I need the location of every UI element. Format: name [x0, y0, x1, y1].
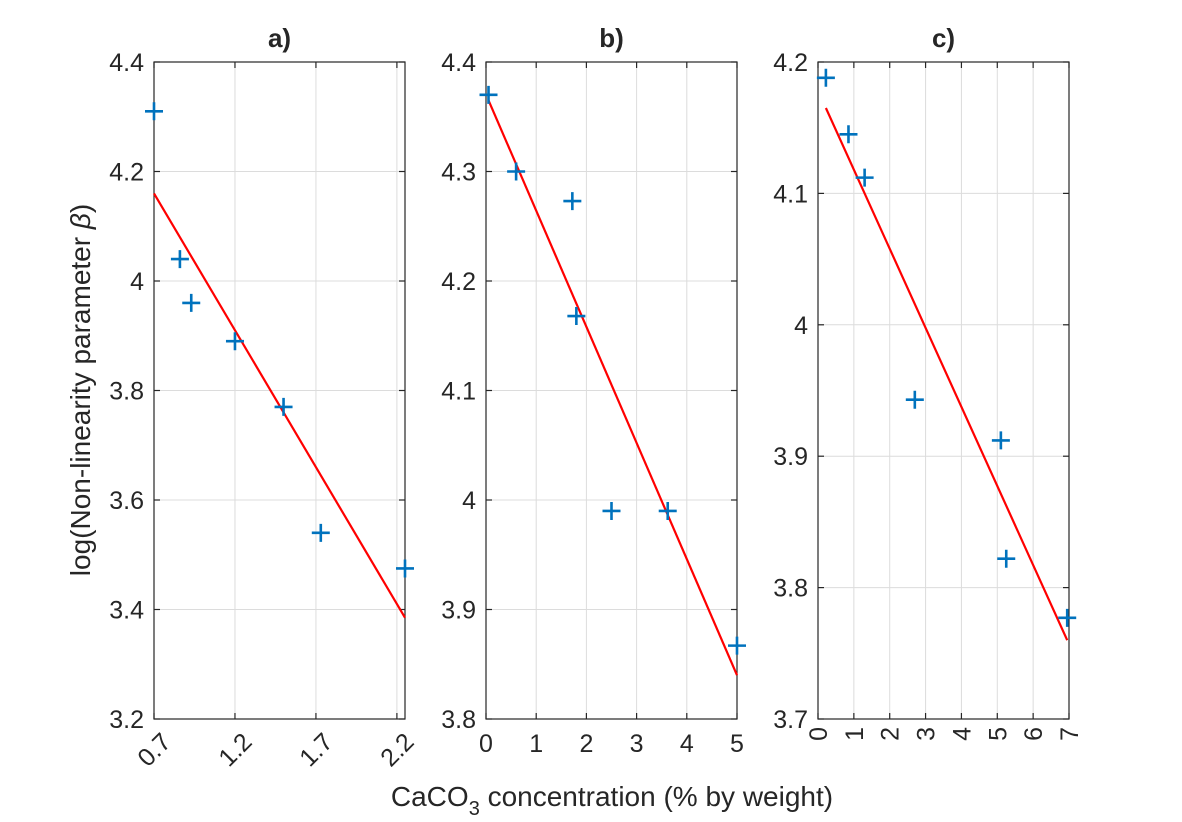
panel-c-y-tick-label: 4.1 [773, 180, 808, 208]
panel-c-x-tick-label: 5 [984, 727, 1012, 741]
panel-c-data-point [816, 68, 835, 87]
panel-c-data-point [905, 390, 924, 409]
panel-a-x-tick-label: 1.7 [294, 728, 338, 772]
panel-a-x-tick-label: 1.2 [213, 728, 257, 772]
panel-a-data-point [274, 397, 293, 416]
panel-a-data-point [225, 332, 244, 351]
panel-c-x-tick-label: 2 [877, 727, 905, 741]
panel-b-x-tick-label: 4 [680, 730, 694, 758]
panel-a-data-point [311, 523, 330, 542]
panel-b-data-point [563, 192, 582, 211]
panel-c-fit-line [824, 107, 1069, 641]
panel-c-x-tick-label: 7 [1056, 727, 1084, 741]
panel-b-y-tick-label: 4.4 [441, 49, 476, 77]
panel-b-data-point [507, 162, 526, 181]
y-axis-label-symbol: β [65, 213, 96, 230]
panel-b-x-tick-label: 2 [579, 730, 593, 758]
panel-c-data-point [855, 168, 874, 187]
panel-b-data-point [567, 307, 586, 326]
panel-c-x-tick-label: 3 [913, 727, 941, 741]
panel-b-y-tick-label: 4 [462, 487, 476, 515]
panel-a-data-point [170, 250, 189, 269]
panel-c-y-tick-label: 4.2 [773, 49, 808, 77]
panel-a-data-point [182, 293, 201, 312]
panel-c-axes-frame [817, 61, 1070, 720]
x-axis-label: CaCO3 concentration (% by weight) [391, 781, 833, 820]
panel-b-data-point [728, 636, 746, 655]
panel-a-y-tick-label: 4.4 [109, 49, 144, 77]
panel-b-fit-line [487, 99, 739, 676]
panel-c-title: c) [932, 23, 955, 53]
panel-c-y-tick-label: 3.7 [773, 706, 808, 734]
panel-a-y-tick-label: 4.2 [109, 159, 144, 187]
panel-a-y-tick-label: 3.2 [109, 706, 144, 734]
panel-a-data-point [396, 559, 414, 578]
panel-c-data-point [991, 431, 1010, 450]
panel-b-data-point [658, 501, 677, 520]
x-axis-label-rest: concentration (% by weight) [480, 781, 833, 812]
panel-c-data-point [1058, 608, 1077, 627]
panel-b-data-point [479, 85, 498, 104]
panel-c-x-tick-label: 0 [805, 727, 833, 741]
panel-a: 3.2 3.4 3.6 3.8 4 4.2 4.4 0.7 1.2 1.7 2.2 a) [109, 23, 419, 772]
panel-a-data-point [145, 102, 163, 121]
panel-c-data-point [997, 549, 1016, 568]
panel-b-x-tick-label: 5 [730, 730, 744, 758]
panel-b-data-point [602, 501, 621, 520]
panel-c-y-tick-label: 3.8 [773, 575, 808, 603]
y-axis-label: log(Non-linearity parameter β) [65, 204, 96, 576]
panel-b-y-tick-label: 4.3 [441, 159, 476, 187]
panel-a-x-tick-label: 2.2 [375, 728, 419, 772]
panel-b-y-tick-label: 3.9 [441, 597, 476, 625]
panel-c-x-tick-label: 6 [1020, 727, 1048, 741]
x-axis-label-sub: 3 [469, 798, 480, 820]
y-axis-label-text: log(Non-linearity parameter [65, 229, 96, 576]
panel-c-x-tick-label: 1 [841, 727, 869, 741]
panel-b: 3.8 3.9 4 4.1 4.2 4.3 4.4 0 1 2 3 4 5 b) [441, 23, 746, 758]
panel-a-title: a) [268, 23, 291, 53]
panel-c-y-tick-label: 4 [794, 312, 808, 340]
panel-c: 3.73.83.944.14.20 1 2 3 4 5 6 7c) [773, 23, 1084, 741]
panel-b-y-tick-label: 4.2 [441, 268, 476, 296]
panel-a-y-tick-label: 3.8 [109, 378, 144, 406]
y-axis-label-close: ) [65, 204, 96, 213]
panel-b-x-tick-label: 3 [630, 730, 644, 758]
panel-a-y-tick-label: 3.4 [109, 597, 144, 625]
panel-b-y-tick-label: 3.8 [441, 706, 476, 734]
panel-a-x-tick-label: 0.7 [132, 728, 176, 772]
panel-b-x-tick-label: 0 [479, 730, 493, 758]
panel-b-x-tick-label: 1 [529, 730, 543, 758]
panel-a-y-tick-label: 4 [130, 268, 144, 296]
panel-b-y-tick-label: 4.1 [441, 378, 476, 406]
panel-b-title: b) [599, 23, 624, 53]
panel-a-y-tick-label: 3.6 [109, 487, 144, 515]
panel-c-y-tick-label: 3.9 [773, 443, 808, 471]
x-axis-label-main: CaCO [391, 781, 469, 812]
panel-a-fit-line [153, 192, 406, 619]
panel-c-data-point [839, 125, 858, 144]
panel-c-x-tick-label: 4 [948, 727, 976, 741]
